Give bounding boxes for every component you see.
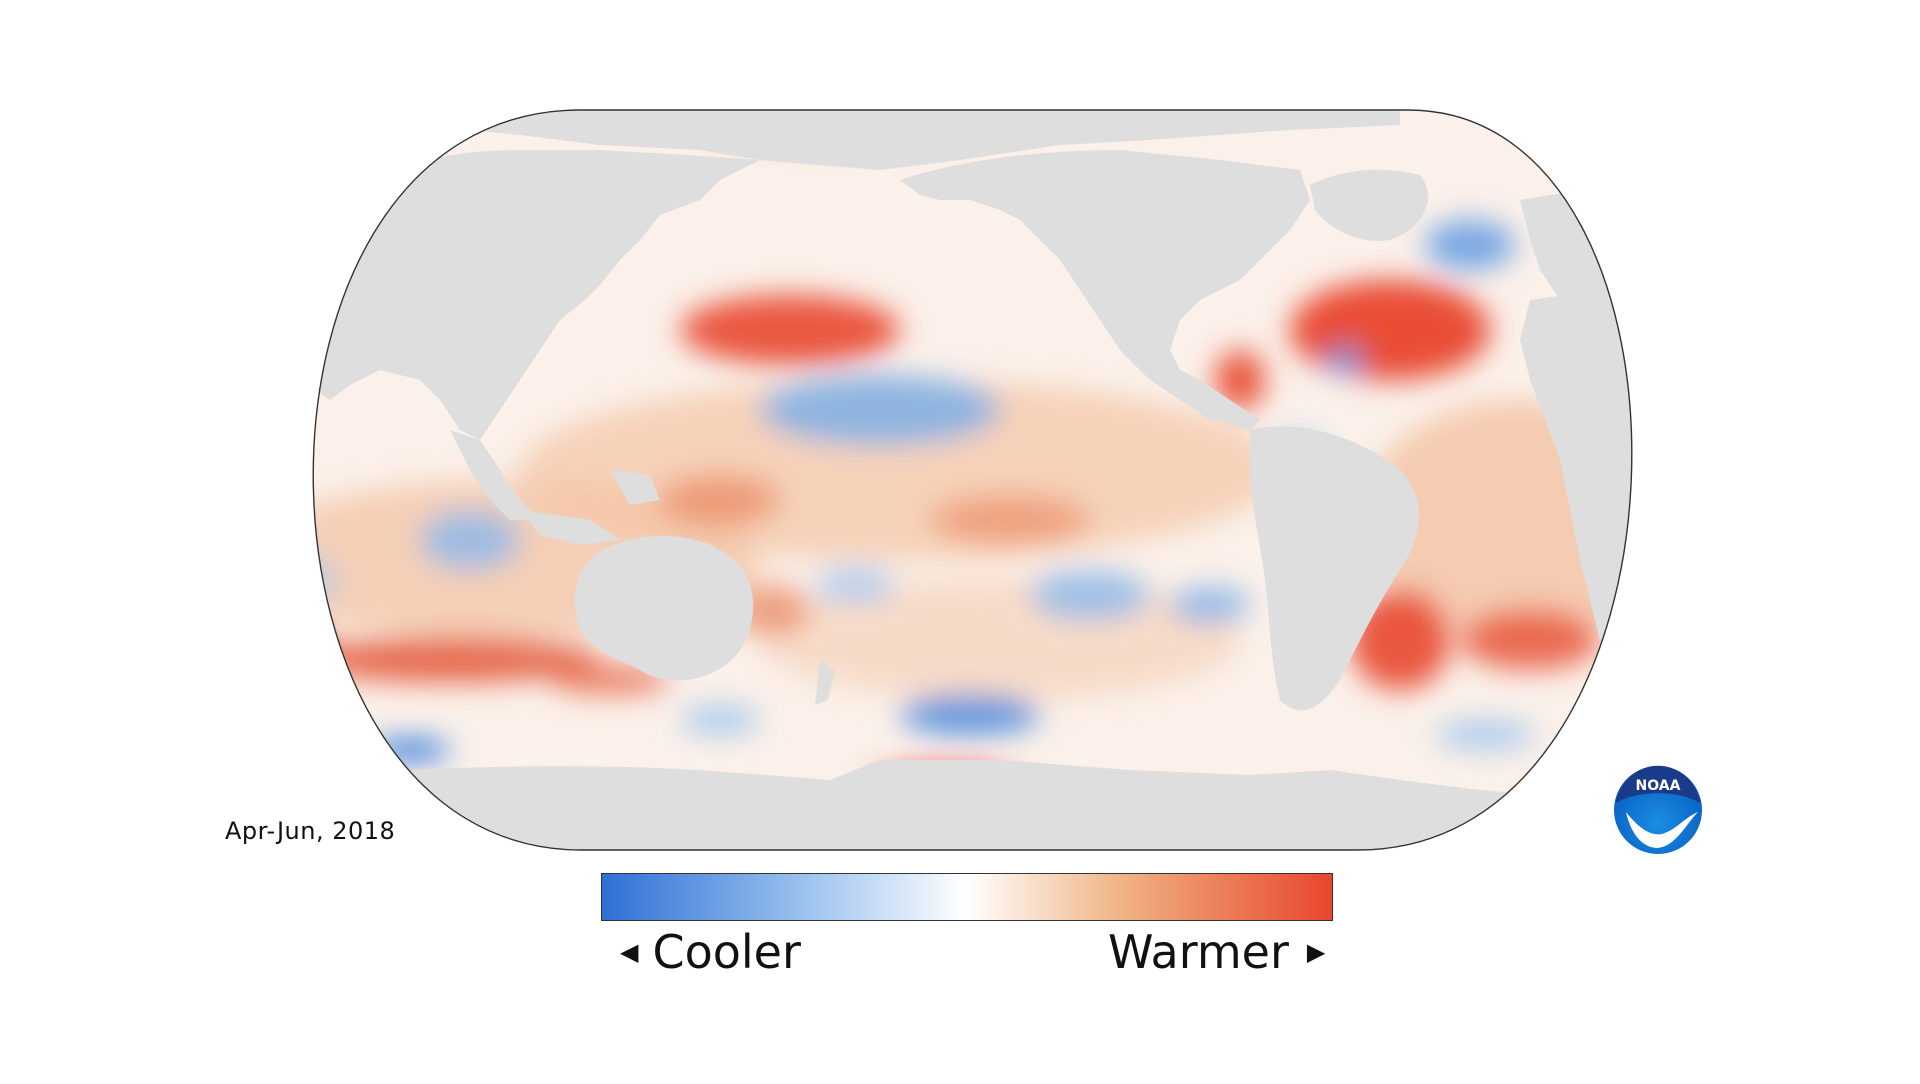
triangle-right-icon: ▶ bbox=[1306, 938, 1326, 966]
land-layer bbox=[313, 110, 1632, 850]
legend-warmer-label: Warmer ▶ bbox=[1108, 925, 1325, 979]
legend-high-text: Warmer bbox=[1108, 925, 1289, 979]
globe-outline bbox=[312, 109, 1633, 851]
noaa-logo-text: NOAA bbox=[1636, 778, 1681, 794]
legend-cooler-label: ◀ Cooler bbox=[620, 925, 801, 979]
noaa-logo-icon: NOAA bbox=[1614, 765, 1702, 854]
anomaly-field bbox=[313, 220, 1632, 803]
triangle-left-icon: ◀ bbox=[620, 938, 639, 966]
ocean-layer bbox=[313, 110, 1632, 850]
color-scale-bar bbox=[601, 873, 1333, 921]
period-label: Apr-Jun, 2018 bbox=[225, 817, 396, 845]
legend-low-text: Cooler bbox=[652, 925, 801, 979]
legend-gradient bbox=[601, 873, 1333, 921]
